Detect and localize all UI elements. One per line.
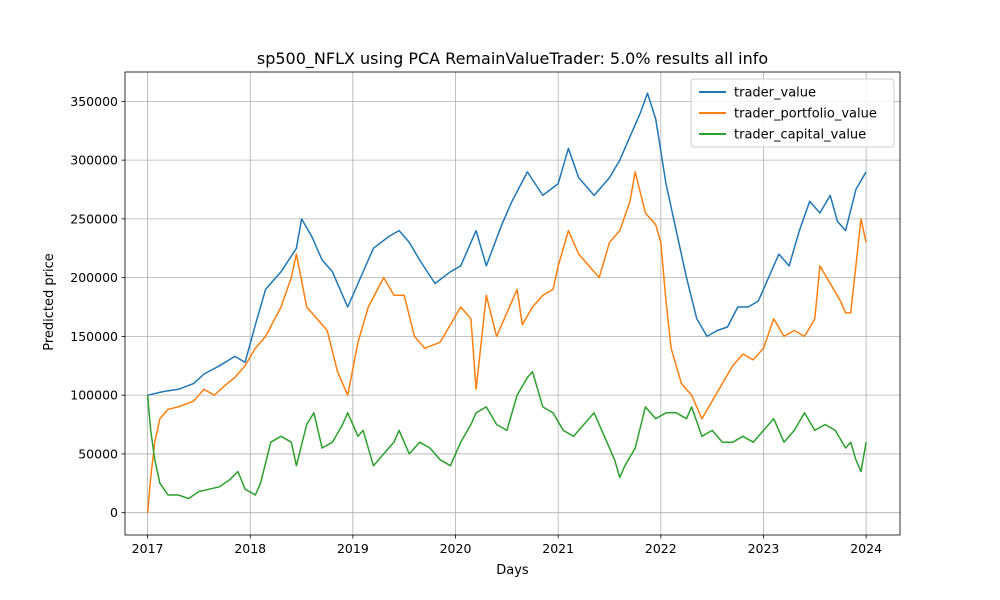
legend-label: trader_portfolio_value bbox=[734, 107, 877, 122]
y-tick-label: 300000 bbox=[70, 153, 118, 168]
legend: trader_value trader_portfolio_valuetrader… bbox=[690, 78, 895, 148]
y-axis-title: Predicted price bbox=[42, 253, 57, 351]
series-line-trader-portfolio-value bbox=[146, 171, 867, 513]
x-tick-label: 2023 bbox=[748, 541, 780, 556]
y-tick-label: 100000 bbox=[70, 388, 118, 403]
y-tick-label: 250000 bbox=[70, 211, 118, 226]
axes: 2017 2018 2019 2020 2021 2022 2023 2024 0 50000 10… bbox=[70, 71, 901, 556]
series-line-trader-value bbox=[147, 92, 867, 396]
y-tick-label: 150000 bbox=[70, 329, 118, 344]
x-tick-label: 2021 bbox=[542, 541, 574, 556]
legend-label: trader_value bbox=[734, 86, 816, 101]
x-tick-label: 2019 bbox=[337, 541, 369, 556]
x-tick-label: 2020 bbox=[440, 541, 472, 556]
plot-frame bbox=[124, 71, 901, 536]
x-axis-title: Days bbox=[496, 563, 529, 578]
x-tick-label: 2022 bbox=[645, 541, 677, 556]
y-tick-label: 0 bbox=[110, 505, 118, 520]
chart-title: sp500_NFLX using PCA RemainValueTrader: … bbox=[257, 49, 768, 69]
legend-box bbox=[690, 78, 895, 148]
y-tick-label: 50000 bbox=[78, 446, 118, 461]
series-line-trader-capital-value bbox=[146, 370, 867, 500]
legend-label: trader_capital_value bbox=[734, 128, 866, 143]
y-tick-label: 200000 bbox=[70, 270, 118, 285]
x-tick-label: 2024 bbox=[850, 541, 882, 556]
y-tick-label: 350000 bbox=[70, 94, 118, 109]
x-tick-label: 2017 bbox=[132, 541, 164, 556]
x-tick-label: 2018 bbox=[234, 541, 266, 556]
series-lines bbox=[146, 92, 867, 513]
